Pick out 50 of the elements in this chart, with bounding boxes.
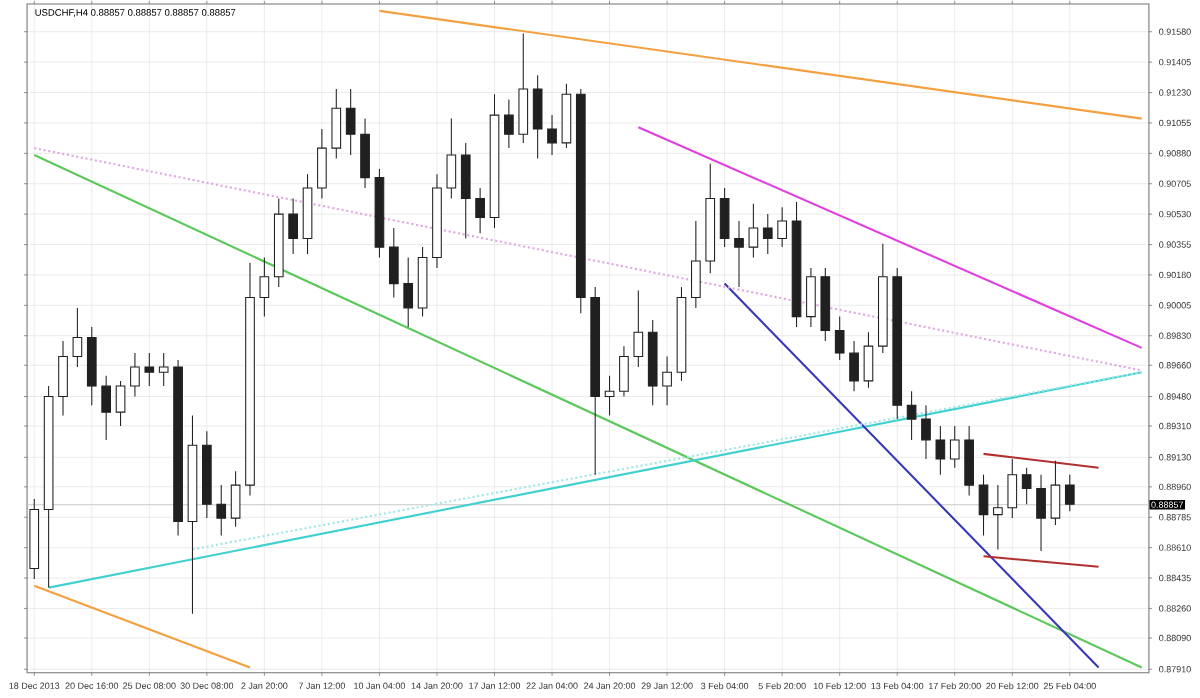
candlestick <box>230 470 241 528</box>
candlestick <box>130 352 140 398</box>
candlestick <box>662 356 672 406</box>
candlestick <box>518 32 529 144</box>
candlestick <box>1050 460 1061 526</box>
candlestick <box>360 118 370 189</box>
candlestick <box>288 197 298 255</box>
candlestick <box>1007 458 1018 519</box>
candlestick <box>101 375 112 441</box>
candlestick <box>158 352 169 387</box>
candlestick <box>317 128 327 200</box>
candlestick <box>762 213 773 255</box>
candlestick <box>993 484 1003 550</box>
candlestick <box>806 267 816 328</box>
candlestick <box>259 257 270 318</box>
candlestick <box>633 290 644 368</box>
candlestick <box>532 74 543 160</box>
candlestick <box>604 375 615 417</box>
candlestick <box>619 345 629 398</box>
candlestick <box>978 474 989 537</box>
candlestick <box>446 118 457 200</box>
candlestick <box>1036 474 1046 552</box>
candlestick <box>115 380 126 427</box>
candlestick <box>144 352 155 387</box>
candlestick <box>964 425 974 497</box>
candlestick <box>949 425 960 469</box>
candlestick <box>58 340 68 417</box>
candlestick <box>331 88 342 160</box>
candlestick <box>216 484 227 537</box>
candlestick <box>834 316 845 361</box>
candlestick <box>504 98 514 149</box>
candlestick <box>691 220 701 309</box>
candlestick <box>1064 474 1075 512</box>
candlestick <box>935 425 946 476</box>
candlestick <box>906 390 917 441</box>
candlestick <box>719 187 730 248</box>
candlestick <box>734 220 744 288</box>
candlestick <box>849 340 859 392</box>
candlestick <box>72 307 83 368</box>
candlestick <box>1021 467 1032 505</box>
candlestick <box>475 187 485 234</box>
candlestick <box>460 142 471 239</box>
candlestick <box>345 88 356 156</box>
candlestick <box>748 203 759 259</box>
candlestick <box>403 257 414 328</box>
candlestick <box>547 114 557 156</box>
candlestick <box>863 331 874 389</box>
candlestick <box>921 404 931 460</box>
candlestick <box>388 227 399 299</box>
candlestick <box>777 206 787 248</box>
